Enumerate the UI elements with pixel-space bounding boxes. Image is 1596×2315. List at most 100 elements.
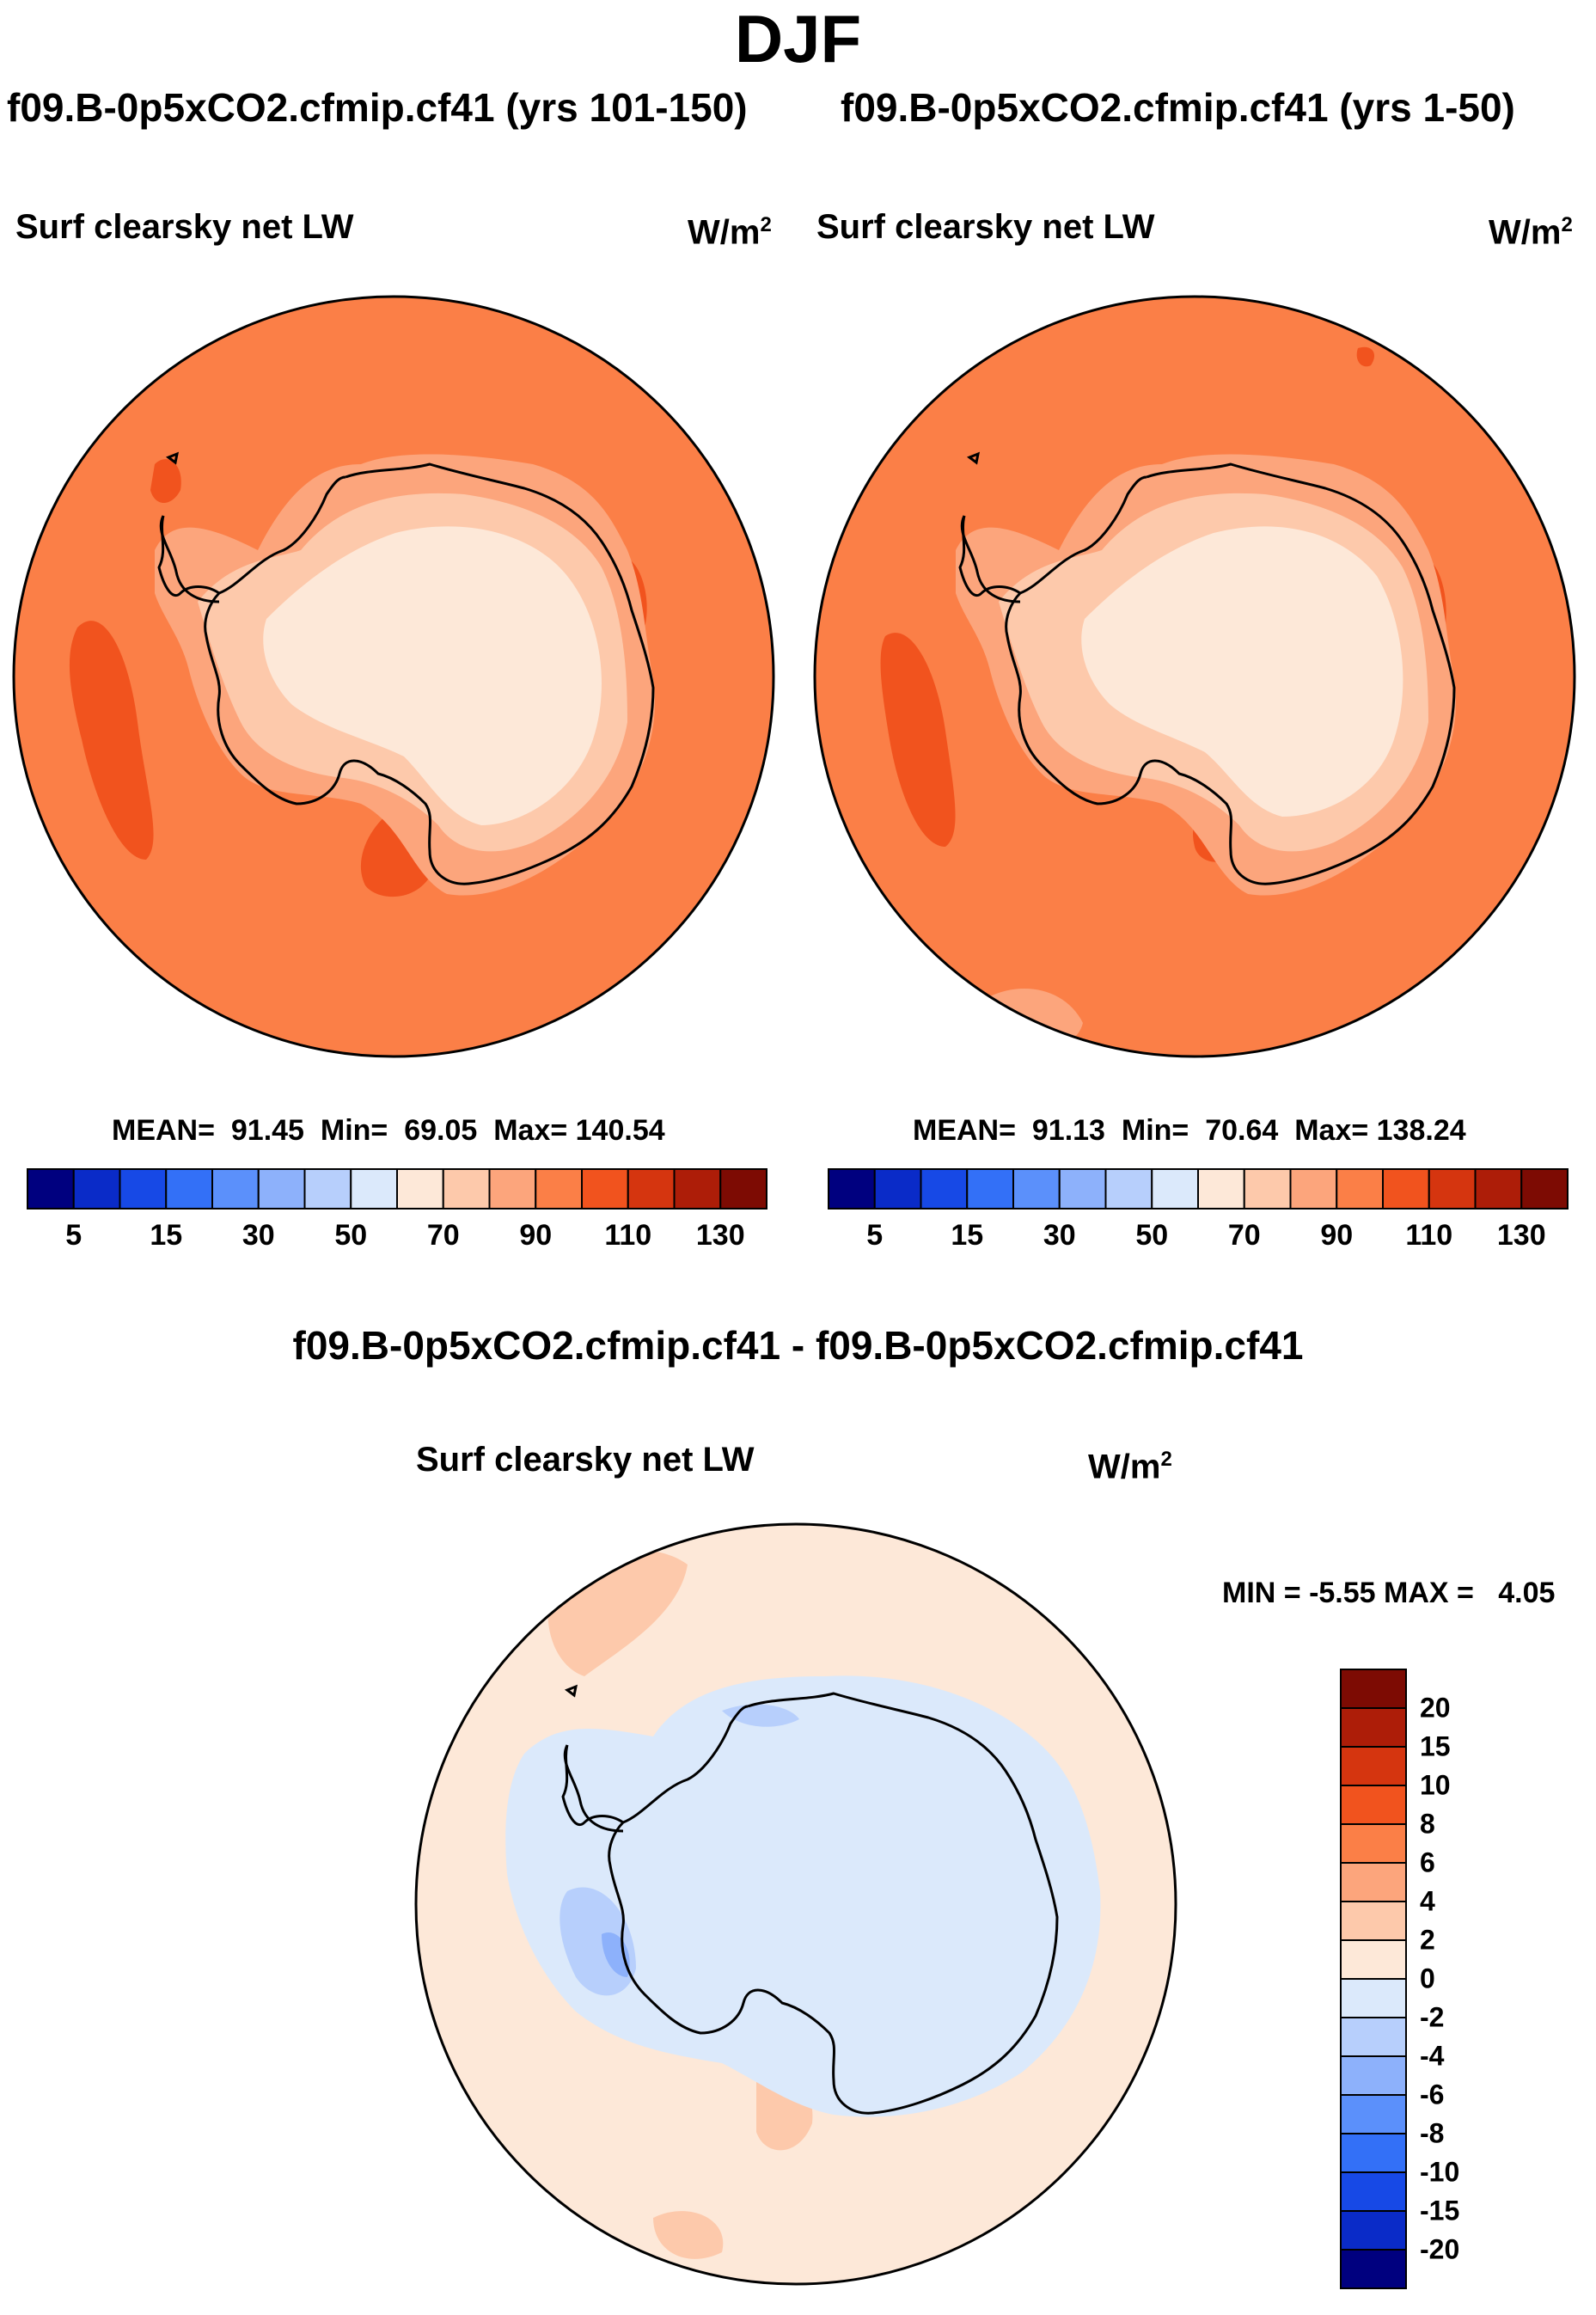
left-warm-patch-nw [150, 459, 181, 503]
left-colorbar-box-5 [257, 1168, 306, 1210]
diff-min-value: -5.55 [1309, 1577, 1376, 1609]
right-mean-label: MEAN= [913, 1114, 1016, 1147]
right-colorbar-tick-label: 130 [1496, 1219, 1546, 1252]
right-colorbar-tick-label: 5 [866, 1219, 884, 1252]
diff-units-label: W/m2 [1088, 1448, 1172, 1486]
diff-colorbar-box-15 [1340, 2249, 1407, 2289]
diff-units-base: W/m [1088, 1448, 1161, 1486]
diff-colorbar-box-1 [1340, 1707, 1407, 1748]
right-run-title: f09.B-0p5xCO2.cfmip.cf41 (yrs 1-50) [841, 85, 1515, 130]
diff-colorbar-box-14 [1340, 2210, 1407, 2251]
left-warm-patch-west [69, 621, 154, 860]
right-colorbar-tick-label: 90 [1320, 1219, 1354, 1252]
left-colorbar-box-8 [396, 1168, 444, 1210]
diff-colorbar-tick-label: -15 [1420, 2195, 1460, 2226]
right-variable-label: Surf clearsky net LW [816, 208, 1155, 246]
left-max-label: Max= [493, 1114, 568, 1147]
right-units-exp: 2 [1561, 213, 1573, 236]
left-colorbar-tick-label: 5 [65, 1219, 83, 1252]
left-colorbar-box-6 [303, 1168, 352, 1210]
right-colorbar-box-3 [966, 1168, 1014, 1210]
diff-ice-zone [505, 1675, 1101, 2117]
right-colorbar-box-2 [920, 1168, 969, 1210]
left-run-title: f09.B-0p5xCO2.cfmip.cf41 (yrs 101-150) [7, 85, 748, 130]
right-colorbar-box-14 [1474, 1168, 1523, 1210]
right-colorbar-box-9 [1243, 1168, 1292, 1210]
left-min-value: 69.05 [404, 1114, 478, 1147]
left-coastline [157, 462, 655, 885]
diff-colorbar-tick-label: -2 [1420, 2001, 1445, 2033]
diff-colorbar-tick-label: 2 [1420, 1924, 1435, 1956]
right-colorbar-box-7 [1151, 1168, 1199, 1210]
left-map-border [12, 295, 775, 1058]
diff-variable-label: Surf clearsky net LW [416, 1441, 755, 1479]
left-colorbar-tick-label: 90 [519, 1219, 553, 1252]
right-warm-patch-north [1356, 346, 1375, 367]
diff-colorbar-box-2 [1340, 1746, 1407, 1786]
right-colorbar-tick-label: 70 [1227, 1219, 1261, 1252]
right-colorbar-box-0 [828, 1168, 876, 1210]
left-mean-value: 91.45 [230, 1114, 304, 1147]
right-colorbar-tick-label: 50 [1135, 1219, 1169, 1252]
right-coastline [958, 462, 1456, 885]
diff-colorbar-box-10 [1340, 2055, 1407, 2096]
diff-max-label: MAX = [1384, 1577, 1474, 1609]
left-units-base: W/m [688, 213, 761, 252]
right-units-base: W/m [1489, 213, 1562, 252]
right-max-label: Max= [1294, 1114, 1369, 1147]
right-units-label: W/m2 [1489, 213, 1573, 252]
right-colorbar-tick-label: 30 [1043, 1219, 1076, 1252]
diff-colorbar-tick-label: 10 [1420, 1769, 1451, 1801]
diff-pos-patch-sw [653, 2211, 724, 2259]
diff-map-border [414, 1522, 1177, 2286]
right-colorbar-box-8 [1197, 1168, 1245, 1210]
right-colorbar-box-10 [1289, 1168, 1338, 1210]
diff-colorbar-tick-label: 0 [1420, 1963, 1435, 1994]
left-units-exp: 2 [760, 213, 772, 236]
right-colorbar-tick-label: 110 [1405, 1219, 1453, 1252]
diff-colorbar-tick-label: 20 [1420, 1692, 1451, 1724]
left-peninsula [159, 515, 220, 603]
left-min-label: Min= [320, 1114, 388, 1147]
diff-island [564, 1684, 578, 1698]
diff-minmax: MIN = -5.55 MAX = 4.05 [1222, 1577, 1555, 1610]
diff-colorbar-box-8 [1340, 1978, 1407, 2018]
diff-colorbar-tick-label: 15 [1420, 1730, 1451, 1762]
diff-colorbar-box-9 [1340, 2017, 1407, 2057]
diff-colorbar-box-5 [1340, 1862, 1407, 1902]
left-colorbar-tick-label: 110 [604, 1219, 652, 1252]
left-colorbar-box-7 [350, 1168, 398, 1210]
left-units-label: W/m2 [688, 213, 772, 252]
diff-colorbar-tick-label: -10 [1420, 2156, 1460, 2188]
diff-colorbar-tick-label: -8 [1420, 2117, 1445, 2149]
left-ice-interior [263, 526, 602, 825]
right-warm-patch-west [880, 633, 956, 847]
diff-units-exp: 2 [1160, 1448, 1172, 1471]
left-colorbar-box-3 [165, 1168, 213, 1210]
figure-title: DJF [734, 1, 862, 77]
diff-colorbar-tick-label: 6 [1420, 1846, 1435, 1878]
right-min-value: 70.64 [1205, 1114, 1279, 1147]
right-colorbar-box-4 [1012, 1168, 1061, 1210]
diff-colorbar-tick-label: 4 [1420, 1885, 1435, 1917]
diff-max-value: 4.05 [1498, 1577, 1556, 1609]
left-max-value: 140.54 [575, 1114, 665, 1147]
right-peninsula [960, 515, 1021, 603]
diff-coastline [561, 1692, 1059, 2115]
diff-colorbar-box-6 [1340, 1901, 1407, 1941]
left-colorbar-tick-label: 30 [242, 1219, 275, 1252]
diff-colorbar-box-0 [1340, 1669, 1407, 1709]
diff-min-label: MIN = [1222, 1577, 1301, 1609]
left-mean-label: MEAN= [112, 1114, 215, 1147]
right-island [966, 451, 981, 465]
right-mean-value: 91.13 [1031, 1114, 1105, 1147]
left-colorbar-box-4 [211, 1168, 260, 1210]
diff-colorbar-tick-label: 8 [1420, 1808, 1435, 1840]
left-island [165, 451, 180, 465]
left-colorbar-box-15 [719, 1168, 767, 1210]
left-colorbar-tick-label: 50 [334, 1219, 368, 1252]
left-colorbar [27, 1168, 767, 1210]
